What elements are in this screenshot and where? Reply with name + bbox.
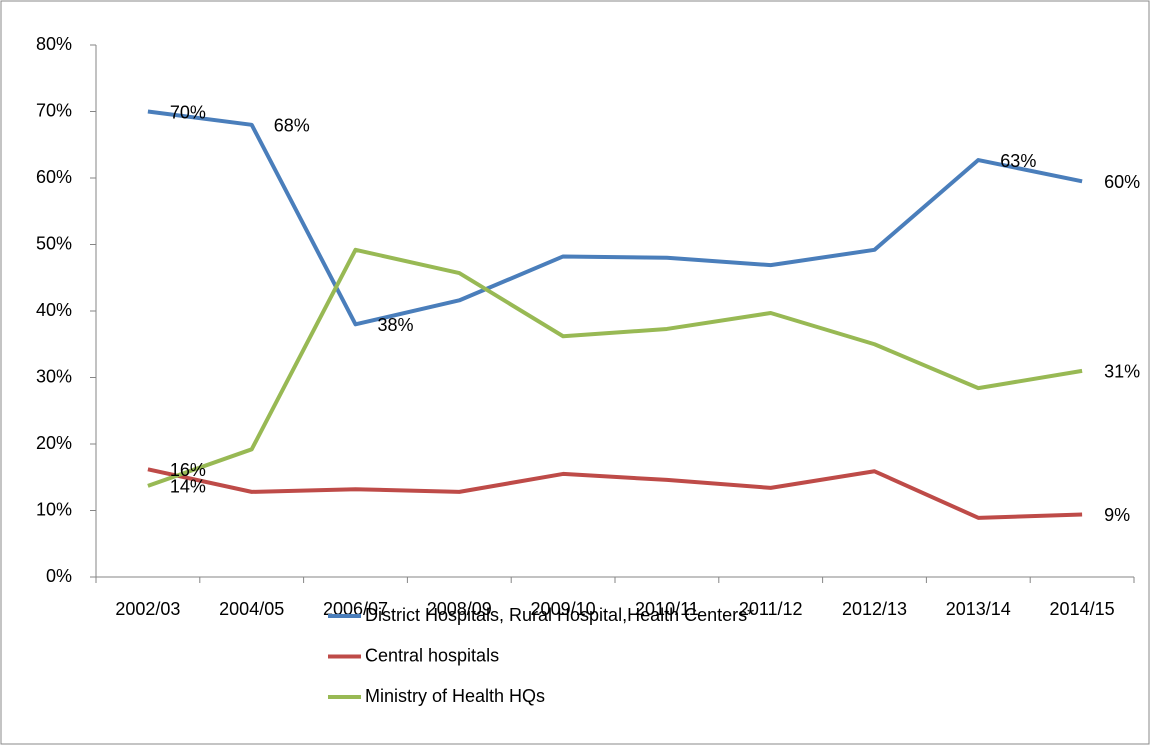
- series-line: [147, 247, 1083, 488]
- legend-label: District Hospitals, Rural Hospital,Healt…: [365, 605, 754, 625]
- x-tick-label: 2010/11: [635, 599, 699, 619]
- y-tick-label: 40%: [36, 300, 72, 320]
- data-label: 16%: [170, 460, 206, 480]
- data-label: 70%: [170, 102, 206, 122]
- y-tick-label: 30%: [36, 366, 72, 386]
- legend-label: Ministry of Health HQs: [365, 686, 545, 706]
- data-label: 63%: [1000, 151, 1036, 171]
- data-label: 68%: [274, 116, 310, 136]
- y-tick-label: 80%: [36, 34, 72, 54]
- y-tick-label: 70%: [36, 100, 72, 120]
- x-tick-label: 2011/12: [739, 599, 803, 619]
- x-tick-label: 2012/13: [842, 599, 907, 619]
- legend-label: Central hospitals: [365, 645, 499, 665]
- y-tick-label: 10%: [36, 499, 72, 519]
- y-tick-label: 50%: [36, 233, 72, 253]
- x-tick-label: 2006/07: [323, 599, 388, 619]
- data-label: 14%: [170, 477, 206, 497]
- y-tick-label: 0%: [46, 566, 72, 586]
- x-tick-label: 2013/14: [946, 599, 1011, 619]
- data-label: 60%: [1104, 172, 1140, 192]
- data-label: 31%: [1104, 362, 1140, 382]
- x-tick-label: 2004/05: [219, 599, 284, 619]
- x-tick-label: 2008/09: [427, 599, 492, 619]
- x-tick-label: 2002/03: [115, 599, 180, 619]
- x-tick-label: 2009/10: [531, 599, 596, 619]
- y-tick-label: 20%: [36, 433, 72, 453]
- data-label: 38%: [378, 315, 414, 335]
- x-tick-label: 2014/15: [1050, 599, 1115, 619]
- data-label: 9%: [1104, 505, 1130, 525]
- y-tick-label: 60%: [36, 167, 72, 187]
- series-line: [147, 467, 1083, 520]
- series-line: [147, 109, 1083, 327]
